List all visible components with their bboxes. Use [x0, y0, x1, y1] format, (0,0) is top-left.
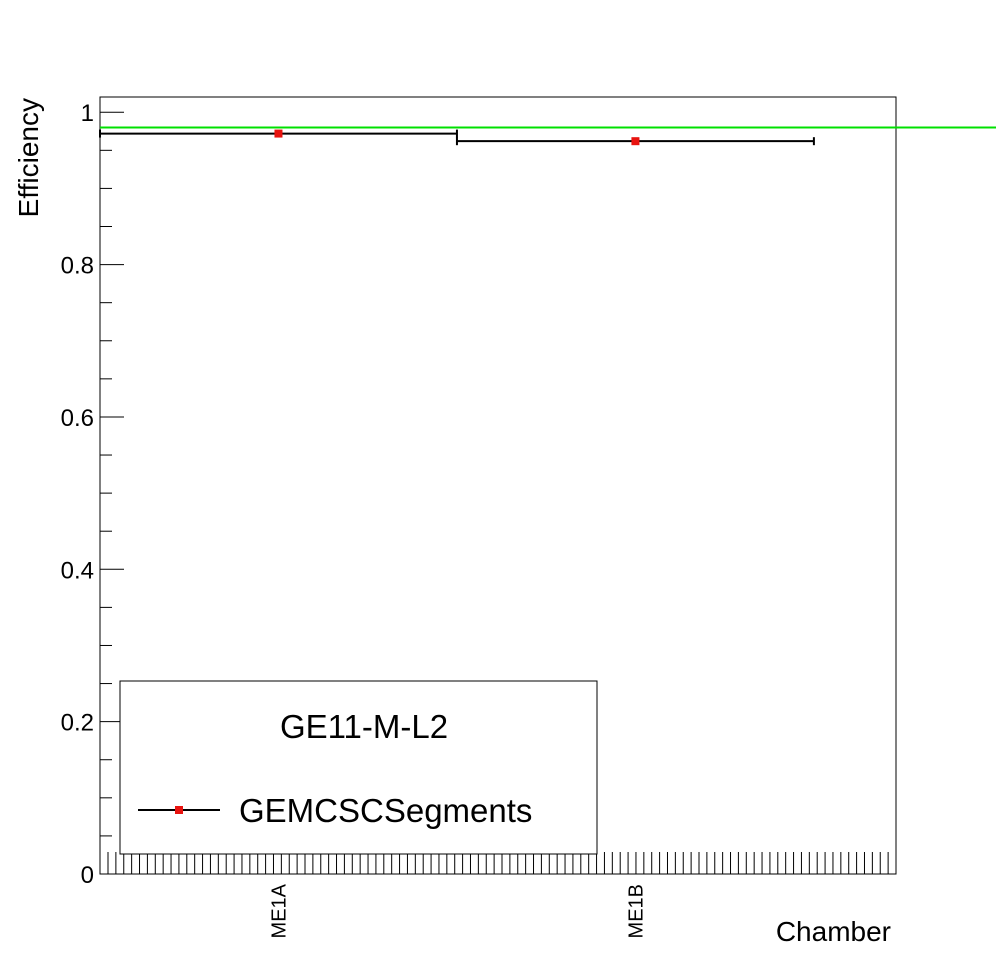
y-tick-label: 0.6: [61, 405, 94, 432]
x-category-label: ME1A: [268, 883, 290, 938]
plot-frame: [99, 96, 897, 875]
legend-series-label: GEMCSCSegments: [239, 792, 532, 829]
y-axis: 0 0.2 0.4 0.6 0.8 1: [61, 100, 124, 889]
y-tick-label: 0.2: [61, 710, 94, 737]
y-tick-label: 0.4: [61, 557, 94, 584]
x-category-label: ME1B: [625, 884, 647, 938]
x-axis-title: Chamber: [776, 916, 891, 947]
legend-header: GE11-M-L2: [280, 708, 448, 745]
x-axis: ME1A ME1B: [107, 852, 897, 938]
legend-series-marker: [175, 806, 183, 814]
y-tick-label: 0: [81, 862, 94, 889]
legend-box: [119, 680, 598, 855]
y-tick-label: 1: [81, 100, 94, 127]
data-point: [631, 137, 640, 146]
y-axis-title: Efficiency: [13, 98, 44, 217]
y-tick-label: 0.8: [61, 253, 94, 280]
data-series: [99, 129, 815, 146]
legend: GE11-M-L2 GEMCSCSegments: [119, 680, 598, 855]
data-point: [274, 129, 283, 138]
